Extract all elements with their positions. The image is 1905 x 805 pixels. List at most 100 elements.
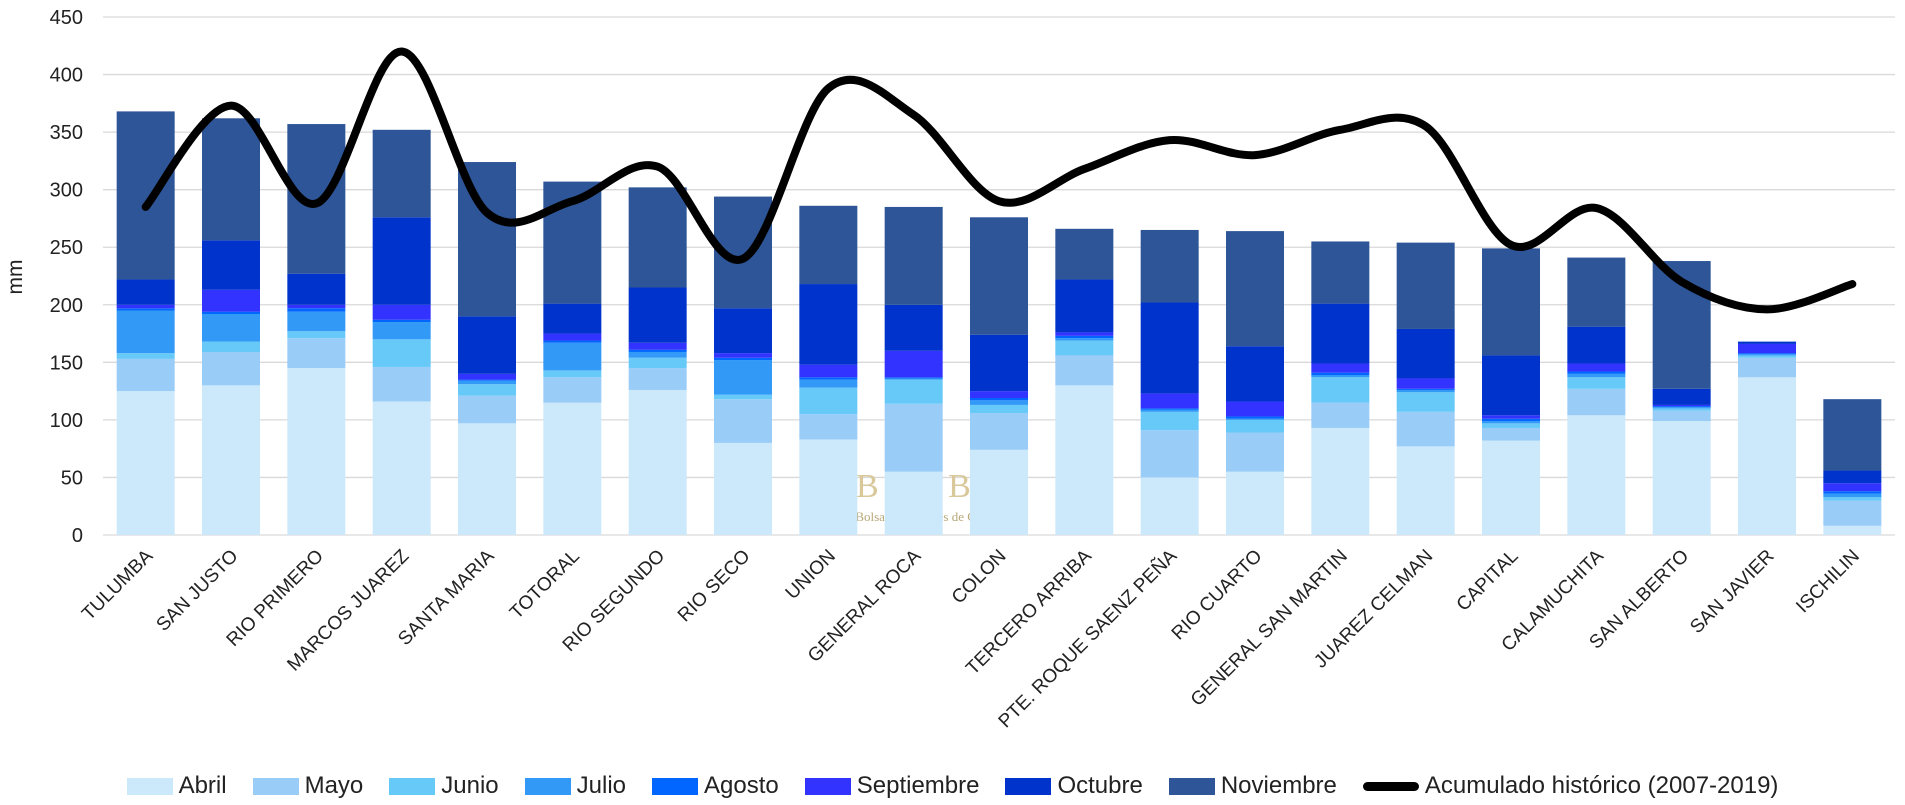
bar-segment: [458, 380, 516, 385]
legend-item: Octubre: [1005, 772, 1143, 800]
bar-segment: [287, 338, 346, 369]
y-tick-label: 150: [50, 352, 83, 374]
bar-segment: [116, 358, 175, 392]
bar-segment: [1055, 335, 1114, 339]
bar-segment: [714, 353, 772, 358]
x-tick-label: CAPITAL: [1453, 546, 1523, 616]
bar-segment: [1311, 377, 1370, 403]
legend-label: Julio: [576, 772, 627, 799]
legend-label: Junio: [441, 772, 499, 799]
bar-segment: [372, 322, 431, 340]
bar-segment: [458, 384, 516, 396]
bar-segment: [1567, 415, 1626, 535]
bar-segment: [1823, 399, 1882, 471]
legend-item: Abril: [126, 772, 227, 800]
legend-item: Mayo: [252, 772, 364, 800]
bar-segment: [202, 341, 260, 352]
bar-segment: [1311, 241, 1370, 304]
legend-swatch: [126, 777, 173, 795]
bar-segment: [1738, 355, 1796, 358]
bar-segment: [372, 217, 431, 305]
bar-segment: [1567, 363, 1626, 372]
bar-segment: [116, 279, 175, 305]
bar-segment: [1482, 440, 1540, 535]
bar-segment: [1226, 401, 1284, 417]
bar-segment: [1396, 328, 1455, 379]
bar-segment: [970, 217, 1028, 335]
x-tick-label: TULUMBA: [78, 545, 157, 624]
bar-segment: [1055, 338, 1114, 341]
legend-swatch: [1005, 777, 1052, 795]
bar-segment: [1823, 470, 1882, 484]
bar-segment: [1738, 343, 1796, 354]
bar-segment: [543, 333, 602, 341]
bar-segment: [1311, 372, 1370, 375]
line: [141, 47, 1857, 314]
bar-segment: [287, 273, 346, 305]
legend: Abril Mayo Junio Julio Agosto Septiembre Octub…: [0, 772, 1905, 800]
bar-segment: [1482, 421, 1540, 424]
bar-segment: [1226, 432, 1284, 472]
bar-segment: [1652, 408, 1711, 411]
bar-segment: [116, 304, 175, 309]
bar-segment: [884, 379, 943, 404]
bar-segment: [1311, 363, 1370, 373]
bar-segment: [1140, 302, 1199, 394]
x-tick-label: UNION: [782, 546, 840, 604]
y-tick-label: 0: [72, 525, 83, 547]
bar-segment: [628, 187, 687, 288]
bar-segment: [1652, 407, 1711, 409]
bar-segment: [1140, 477, 1199, 535]
bar-segment: [628, 349, 687, 352]
bar-segment: [1226, 418, 1284, 420]
bar-segment: [884, 206, 943, 305]
bar-segment: [884, 403, 943, 472]
bar-segment: [1567, 371, 1626, 374]
y-tick-label: 350: [50, 122, 83, 144]
bar-segment: [1482, 427, 1540, 441]
bar-segment: [799, 205, 858, 285]
bar-segment: [1823, 491, 1882, 494]
bar-segment: [1823, 483, 1882, 492]
bar-segment: [1652, 410, 1711, 422]
bar-segment: [287, 368, 346, 535]
bar-segment: [287, 308, 346, 312]
legend-swatch: [524, 777, 571, 795]
bar-segment: [970, 412, 1028, 450]
bar-segment: [458, 373, 516, 380]
y-tick-label: 100: [50, 410, 83, 432]
y-tick-label: 450: [50, 7, 83, 29]
bar-segment: [1055, 228, 1114, 280]
bar-segment: [799, 414, 858, 440]
bar-segment: [202, 311, 260, 314]
y-tick-label: 300: [50, 180, 83, 202]
legend-item: Noviembre: [1168, 772, 1337, 800]
bar-segment: [714, 360, 772, 395]
bar-segment: [1823, 525, 1882, 535]
legend-swatch: [252, 777, 299, 795]
bar-segment: [1311, 303, 1370, 364]
legend-label: Noviembre: [1220, 772, 1337, 799]
legend-label: Agosto: [704, 772, 779, 799]
x-tick-label: TOTORAL: [506, 546, 584, 624]
bar-segment: [799, 377, 858, 380]
bar-segment: [628, 342, 687, 350]
legend-swatch: [804, 777, 851, 795]
bar-segment: [543, 402, 602, 535]
bar-segment: [287, 331, 346, 339]
bar-segment: [1055, 385, 1114, 535]
bar-segment: [714, 394, 772, 400]
bar-segment: [1567, 377, 1626, 389]
bar-segment: [1140, 229, 1199, 303]
legend-label: Mayo: [304, 772, 364, 799]
x-tick-label: COLON: [948, 546, 1011, 609]
bar-segment: [1140, 393, 1199, 409]
legend-item: Agosto: [652, 772, 779, 800]
bar-segment: [1482, 248, 1540, 356]
bar-segment: [1567, 326, 1626, 364]
bar-segment: [799, 387, 858, 415]
legend-label: Septiembre: [856, 772, 980, 799]
bar-segment: [287, 304, 346, 309]
bar-segment: [543, 377, 602, 403]
